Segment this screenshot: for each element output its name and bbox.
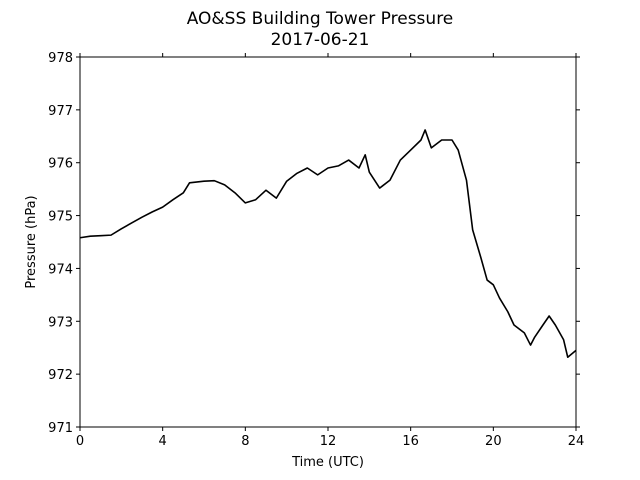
- y-tick-label: 971: [48, 421, 73, 436]
- y-tick-label: 973: [48, 315, 73, 330]
- x-tick-label: 20: [485, 434, 502, 449]
- y-tick-label: 976: [48, 157, 73, 172]
- x-tick-label: 8: [241, 434, 249, 449]
- chart-subtitle: 2017-06-21: [271, 30, 370, 50]
- y-tick-label: 978: [48, 51, 73, 66]
- y-tick-label: 977: [48, 104, 73, 119]
- x-axis-label: Time (UTC): [291, 455, 364, 470]
- y-tick-label: 972: [48, 368, 73, 383]
- y-tick-label: 975: [48, 210, 73, 225]
- y-axis-label: Pressure (hPa): [24, 195, 39, 288]
- x-tick-label: 24: [568, 434, 585, 449]
- x-tick-label: 16: [402, 434, 419, 449]
- plot-frame: [79, 56, 577, 428]
- x-tick-label: 0: [76, 434, 84, 449]
- x-tick-label: 4: [159, 434, 167, 449]
- x-tick-label: 12: [320, 434, 337, 449]
- chart-title: AO&SS Building Tower Pressure: [187, 9, 454, 29]
- y-tick-label: 974: [48, 262, 73, 277]
- data-line: [79, 129, 577, 359]
